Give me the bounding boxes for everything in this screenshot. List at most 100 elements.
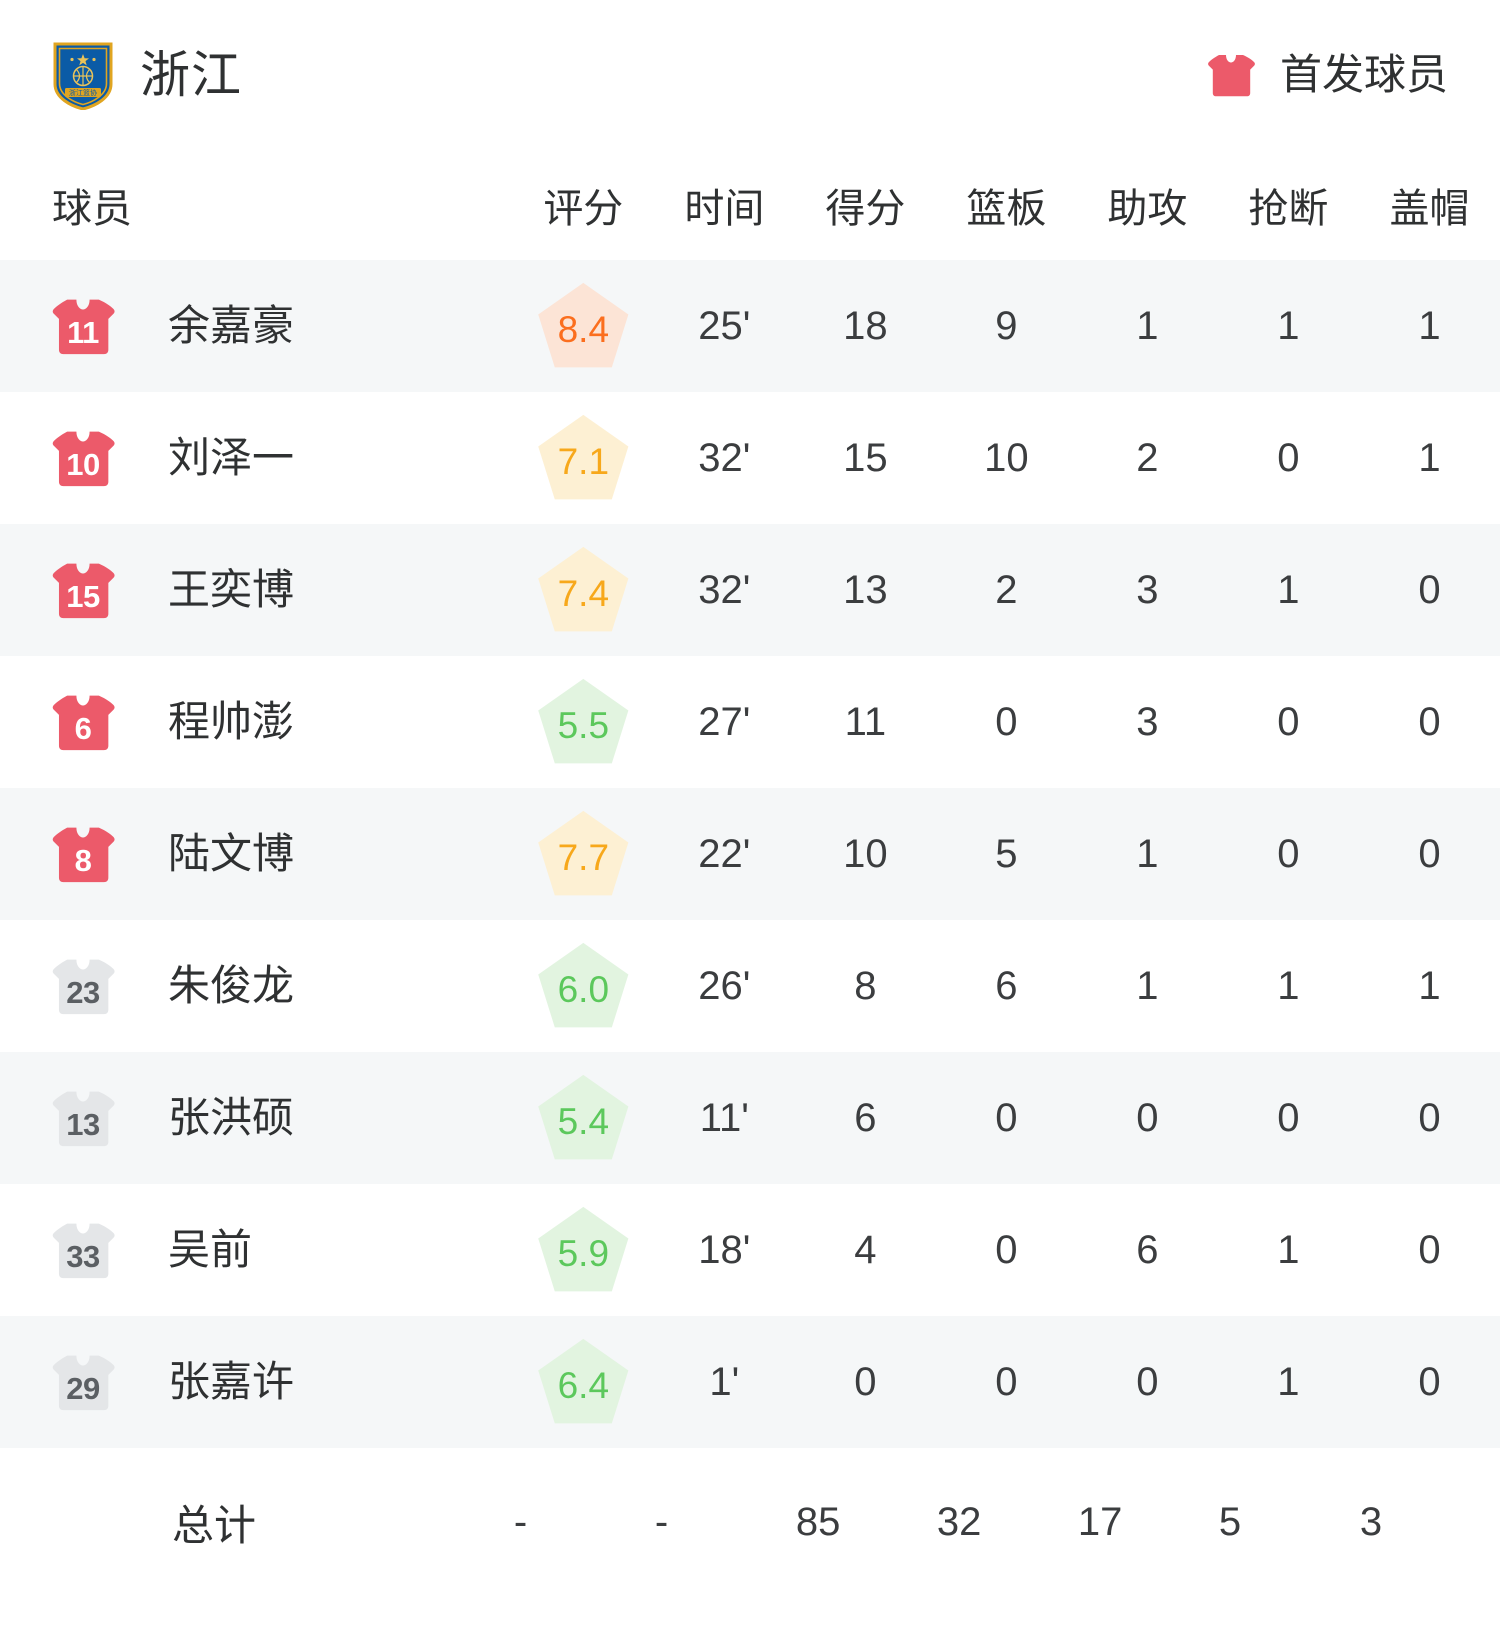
steals-cell: 0 [1277, 699, 1300, 744]
blocks-cell: 0 [1418, 567, 1441, 612]
rating-badge: 7.1 [537, 414, 629, 502]
rating-value: 7.4 [557, 572, 610, 614]
jersey-number: 29 [66, 1371, 100, 1406]
minutes-cell: 27' [698, 699, 751, 744]
table-row[interactable]: 15 王奕博 7.4 32' 13 2 3 1 0 [0, 524, 1500, 656]
rating-value: 5.5 [557, 704, 610, 746]
column-header-rating[interactable]: 评分 [543, 187, 624, 231]
minutes-cell: 32' [698, 435, 751, 480]
table-row[interactable]: 23 朱俊龙 6.0 26' 8 6 1 1 1 [0, 920, 1500, 1052]
minutes-cell: 22' [698, 831, 751, 876]
column-header-player[interactable]: 球员 [52, 187, 132, 231]
player-name[interactable]: 程帅澎 [168, 698, 295, 745]
column-header-points[interactable]: 得分 [825, 187, 906, 231]
assists-cell: 3 [1136, 699, 1159, 744]
rating-cell: 7.1 [513, 392, 654, 524]
column-header-rebounds[interactable]: 篮板 [966, 187, 1047, 231]
jersey-number: 23 [66, 975, 100, 1010]
player-cell[interactable]: 33 吴前 [0, 1184, 513, 1316]
jersey-icon: 8 [50, 823, 116, 885]
player-name[interactable]: 刘泽一 [168, 434, 295, 481]
minutes-cell: 18' [698, 1227, 751, 1272]
points-cell: 4 [854, 1227, 877, 1272]
table-row[interactable]: 33 吴前 5.9 18' 4 0 6 1 0 [0, 1184, 1500, 1316]
starters-legend-label: 首发球员 [1279, 51, 1448, 98]
total-blocks: 3 [1359, 1499, 1383, 1544]
column-header-assists[interactable]: 助攻 [1107, 187, 1188, 231]
player-cell[interactable]: 6 程帅澎 [0, 656, 513, 788]
table-row[interactable]: 11 余嘉豪 8.4 25' 18 9 1 1 1 [0, 260, 1500, 392]
rating-cell: 7.4 [513, 524, 654, 656]
player-cell[interactable]: 13 张洪硕 [0, 1052, 513, 1184]
player-cell[interactable]: 8 陆文博 [0, 788, 513, 920]
total-assists: 17 [1077, 1499, 1123, 1544]
player-name[interactable]: 余嘉豪 [168, 302, 295, 349]
jersey-icon: 13 [50, 1087, 116, 1149]
column-header-steals[interactable]: 抢断 [1248, 187, 1329, 231]
rebounds-cell: 2 [995, 567, 1018, 612]
jersey-number: 10 [66, 447, 100, 482]
team-header: 浙江篮协 浙江 首发球员 [0, 0, 1500, 150]
rebounds-cell: 10 [984, 435, 1029, 480]
minutes-cell: 1' [709, 1359, 740, 1404]
player-name[interactable]: 张洪硕 [168, 1094, 295, 1141]
rating-badge: 5.4 [537, 1074, 629, 1162]
points-cell: 0 [854, 1359, 877, 1404]
rating-badge: 5.9 [537, 1206, 629, 1294]
jersey-icon: 15 [50, 559, 116, 621]
assists-cell: 1 [1136, 303, 1159, 348]
table-header-row: 球员 评分 时间 得分 篮板 助攻 抢断 盖帽 [0, 150, 1500, 260]
player-name[interactable]: 吴前 [168, 1226, 253, 1273]
total-rating: - [513, 1499, 528, 1544]
rating-badge: 8.4 [537, 282, 629, 370]
rating-cell: 7.7 [513, 788, 654, 920]
player-name[interactable]: 王奕博 [168, 566, 295, 613]
jersey-number: 33 [66, 1239, 100, 1274]
rating-value: 6.4 [557, 1364, 610, 1406]
assists-cell: 1 [1136, 831, 1159, 876]
column-header-blocks[interactable]: 盖帽 [1389, 187, 1470, 231]
table-row[interactable]: 13 张洪硕 5.4 11' 6 0 0 0 0 [0, 1052, 1500, 1184]
blocks-cell: 1 [1418, 303, 1441, 348]
player-name[interactable]: 张嘉许 [168, 1358, 295, 1405]
rating-badge: 6.0 [537, 942, 629, 1030]
player-cell[interactable]: 15 王奕博 [0, 524, 513, 656]
rating-cell: 6.0 [513, 920, 654, 1052]
table-row[interactable]: 8 陆文博 7.7 22' 10 5 1 0 0 [0, 788, 1500, 920]
player-cell[interactable]: 11 余嘉豪 [0, 260, 513, 392]
player-cell[interactable]: 23 朱俊龙 [0, 920, 513, 1052]
steals-cell: 1 [1277, 963, 1300, 1008]
player-cell[interactable]: 29 张嘉许 [0, 1316, 513, 1448]
starters-legend: 首发球员 [1206, 53, 1448, 97]
jersey-icon: 29 [50, 1351, 116, 1413]
table-row[interactable]: 10 刘泽一 7.1 32' 15 10 2 0 1 [0, 392, 1500, 524]
rating-cell: 5.9 [513, 1184, 654, 1316]
player-stats-table: 球员 评分 时间 得分 篮板 助攻 抢断 盖帽 11 余嘉豪 8.4 25' 18 9 1 1… [0, 150, 1500, 1596]
rating-cell: 8.4 [513, 260, 654, 392]
rebounds-cell: 9 [995, 303, 1018, 348]
assists-cell: 0 [1136, 1095, 1159, 1140]
player-cell[interactable]: 10 刘泽一 [0, 392, 513, 524]
rating-cell: 5.4 [513, 1052, 654, 1184]
column-header-minutes[interactable]: 时间 [684, 187, 765, 231]
assists-cell: 3 [1136, 567, 1159, 612]
steals-cell: 0 [1277, 435, 1300, 480]
team-crest-icon: 浙江篮协 [52, 40, 114, 110]
table-row[interactable]: 29 张嘉许 6.4 1' 0 0 0 1 0 [0, 1316, 1500, 1448]
rating-badge: 7.4 [537, 546, 629, 634]
jersey-number: 6 [74, 711, 92, 746]
rebounds-cell: 0 [995, 1095, 1018, 1140]
blocks-cell: 0 [1418, 831, 1441, 876]
blocks-cell: 0 [1418, 1227, 1441, 1272]
points-cell: 6 [854, 1095, 877, 1140]
total-rebounds: 32 [936, 1499, 982, 1544]
table-row[interactable]: 6 程帅澎 5.5 27' 11 0 3 0 0 [0, 656, 1500, 788]
jersey-number: 11 [67, 315, 99, 350]
jersey-icon: 11 [50, 295, 116, 357]
player-name[interactable]: 朱俊龙 [168, 962, 295, 1009]
points-cell: 18 [843, 303, 888, 348]
minutes-cell: 11' [699, 1095, 749, 1140]
rating-badge: 6.4 [537, 1338, 629, 1426]
player-name[interactable]: 陆文博 [168, 830, 295, 877]
total-points: 85 [795, 1499, 841, 1544]
